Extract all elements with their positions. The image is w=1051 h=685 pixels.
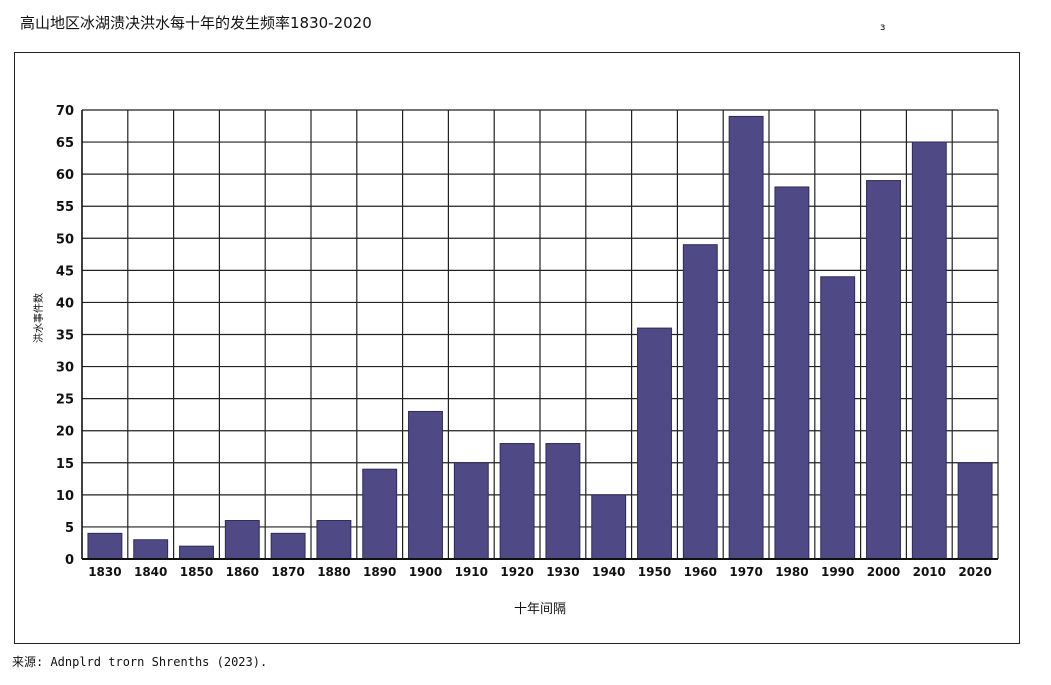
y-tick-label: 40	[56, 296, 74, 311]
y-tick-label: 25	[56, 393, 74, 408]
x-axis-label: 十年间隔	[514, 602, 566, 617]
x-tick-label: 1940	[592, 565, 625, 579]
x-tick-label: 1950	[638, 565, 671, 579]
x-tick-label: 2000	[867, 565, 900, 579]
bar	[774, 186, 810, 560]
bar	[591, 494, 627, 560]
x-tick-label: 1830	[88, 565, 121, 579]
y-tick-label: 0	[65, 553, 74, 568]
x-tick-label: 2020	[958, 565, 991, 579]
x-tick-label: 1880	[317, 565, 350, 579]
y-tick-label: 55	[56, 200, 74, 215]
x-tick-label: 1920	[500, 565, 533, 579]
bar	[453, 462, 489, 560]
x-tick-label: 1970	[729, 565, 762, 579]
y-axis-label: 洪水事件数	[32, 293, 45, 343]
bar	[362, 468, 398, 560]
bar	[545, 443, 581, 560]
bar	[911, 141, 947, 560]
x-tick-label: 1930	[546, 565, 579, 579]
y-tick-label: 15	[56, 457, 74, 472]
x-tick-label: 1890	[363, 565, 396, 579]
bar	[682, 244, 718, 560]
bar	[499, 443, 535, 560]
bar	[179, 545, 214, 560]
x-tick-label: 2010	[913, 565, 946, 579]
x-tick-label: 1840	[134, 565, 167, 579]
bar	[133, 539, 169, 560]
y-tick-label: 70	[56, 104, 74, 119]
x-tick-label: 1960	[684, 565, 717, 579]
x-tick-label: 1990	[821, 565, 854, 579]
bar	[87, 532, 123, 560]
page-title: 高山地区冰湖溃决洪水每十年的发生频率1830-2020	[20, 14, 372, 32]
y-tick-label: 45	[56, 264, 74, 279]
y-tick-label: 65	[56, 136, 74, 151]
y-tick-label: 10	[56, 489, 74, 504]
x-tick-label: 1910	[455, 565, 488, 579]
y-tick-label: 35	[56, 329, 74, 344]
x-tick-label: 1870	[271, 565, 304, 579]
y-tick-label: 50	[56, 232, 74, 247]
bar	[728, 115, 764, 560]
y-tick-label: 30	[56, 361, 74, 376]
bar	[957, 462, 993, 560]
y-tick-label: 60	[56, 168, 74, 183]
x-tick-label: 1980	[775, 565, 808, 579]
bar	[637, 327, 672, 560]
source-note: 来源: Adnplrd trorn Shrenths (2023).	[12, 655, 268, 669]
x-tick-label: 1860	[226, 565, 259, 579]
corner-mark: ɜ	[880, 22, 886, 33]
bar	[408, 410, 443, 560]
bar	[316, 520, 352, 560]
y-tick-label: 20	[56, 425, 74, 440]
x-tick-label: 1900	[409, 565, 442, 579]
x-tick-label: 1850	[180, 565, 213, 579]
y-tick-label: 5	[65, 521, 74, 536]
bar	[224, 520, 260, 560]
bar	[820, 276, 856, 560]
bar	[270, 532, 306, 560]
bar	[866, 180, 901, 560]
